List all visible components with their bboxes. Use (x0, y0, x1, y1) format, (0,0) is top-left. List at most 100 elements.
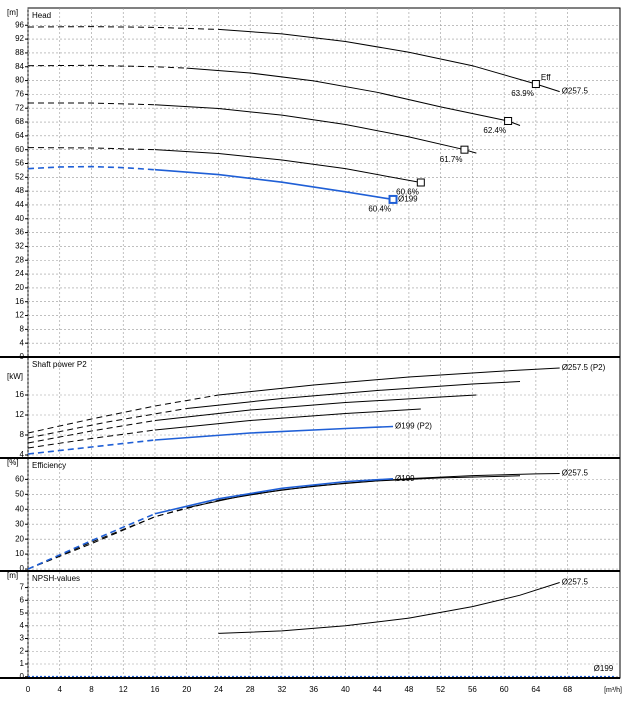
curve (27, 147, 155, 151)
y-tick-label: 76 (15, 89, 24, 98)
curve-label: Ø199 (P2) (395, 422, 432, 431)
y-tick-label: 16 (15, 297, 24, 306)
efficiency-label: 62.4% (483, 126, 506, 135)
panel-title: Head (32, 11, 51, 20)
curve (27, 420, 156, 444)
y-tick-label: 12 (15, 410, 24, 419)
curve (154, 394, 477, 421)
y-tick-label: 8 (20, 430, 25, 439)
y-tick-label: 7 (20, 583, 25, 592)
y-tick-label: 4 (20, 621, 25, 630)
curve (28, 102, 155, 106)
x-tick-label: 20 (182, 685, 191, 694)
y-axis-unit: [m] (7, 571, 18, 580)
curve (27, 26, 219, 30)
curve (218, 367, 560, 396)
panel-title: Shaft power P2 (32, 360, 87, 369)
y-axis-unit: [m] (7, 8, 18, 17)
curve (27, 408, 187, 439)
efficiency-label: 63.9% (511, 89, 534, 98)
y-tick-label: 52 (15, 172, 24, 181)
x-tick-label: 12 (119, 685, 128, 694)
curve (27, 165, 156, 171)
curve (218, 581, 560, 634)
y-tick-label: 16 (15, 390, 24, 399)
panel-title: Efficiency (32, 461, 66, 470)
curve (27, 394, 219, 434)
curve (154, 408, 421, 431)
x-axis-unit: [m³/h] (604, 687, 622, 694)
curve (154, 168, 394, 201)
y-tick-label: 60 (15, 474, 24, 483)
y-tick-label: 80 (15, 76, 24, 85)
duty-point (460, 145, 469, 154)
y-tick-label: 96 (15, 20, 24, 29)
y-tick-label: 30 (15, 519, 24, 528)
curve (27, 513, 156, 570)
x-tick-label: 48 (404, 685, 413, 694)
curve (186, 475, 521, 509)
x-tick-label: 32 (277, 685, 286, 694)
y-tick-label: 5 (20, 608, 25, 617)
y-tick-label: 88 (15, 48, 24, 57)
x-tick-label: 64 (531, 685, 540, 694)
curve-label: Ø257.5 (562, 578, 589, 587)
x-tick-label: 36 (309, 685, 318, 694)
eff-label: Eff (541, 73, 551, 82)
curve-label: Ø199 (395, 474, 415, 483)
duty-point (416, 178, 425, 187)
x-tick-label: 68 (563, 685, 572, 694)
y-tick-label: 48 (15, 186, 24, 195)
y-tick-label: 1 (20, 659, 25, 668)
curve (186, 381, 521, 409)
y-tick-label: 72 (15, 103, 24, 112)
efficiency-label: 60.4% (368, 205, 391, 214)
curve (27, 439, 156, 455)
x-tick-label: 52 (436, 685, 445, 694)
curve (27, 429, 156, 449)
y-tick-label: 50 (15, 489, 24, 498)
y-tick-label: 2 (20, 646, 25, 655)
x-tick-label: 8 (89, 685, 94, 694)
y-tick-label: 56 (15, 159, 24, 168)
curve (154, 425, 394, 441)
y-axis-unit: [%] (7, 458, 19, 467)
y-tick-label: 20 (15, 534, 24, 543)
y-tick-label: 24 (15, 269, 24, 278)
y-tick-label: 64 (15, 131, 24, 140)
y-tick-label: 40 (15, 504, 24, 513)
y-tick-label: 4 (20, 338, 25, 347)
y-tick-label: 60 (15, 145, 24, 154)
x-tick-label: 0 (26, 685, 31, 694)
curve-label: Ø199 (398, 195, 418, 204)
y-axis-unit: [kW] (7, 372, 23, 381)
y-tick-label: 44 (15, 200, 24, 209)
y-tick-label: 4 (20, 450, 25, 459)
y-tick-label: 6 (20, 595, 25, 604)
y-tick-label: 40 (15, 214, 24, 223)
curve (154, 477, 394, 515)
curve-label: Ø257.5 (562, 469, 589, 478)
x-tick-label: 44 (373, 685, 382, 694)
efficiency-label: 60.6% (396, 188, 419, 197)
y-tick-label: 0 (20, 672, 25, 681)
y-tick-label: 92 (15, 34, 24, 43)
y-tick-label: 84 (15, 62, 24, 71)
y-tick-label: 10 (15, 549, 24, 558)
y-tick-label: 12 (15, 311, 24, 320)
curve-label: Ø199 (594, 664, 614, 673)
x-tick-label: 40 (341, 685, 350, 694)
y-tick-label: 28 (15, 255, 24, 264)
curve (27, 64, 187, 69)
x-tick-label: 28 (246, 685, 255, 694)
y-tick-label: 8 (20, 324, 25, 333)
y-tick-label: 0 (20, 564, 25, 573)
y-tick-label: 36 (15, 228, 24, 237)
curve-label: Ø257.5 (562, 87, 589, 96)
panel-title: NPSH-values (32, 574, 80, 583)
curve-label: Ø257.5 (P2) (562, 363, 606, 372)
duty-point (388, 194, 398, 204)
y-tick-label: 3 (20, 634, 25, 643)
x-tick-label: 16 (151, 685, 160, 694)
